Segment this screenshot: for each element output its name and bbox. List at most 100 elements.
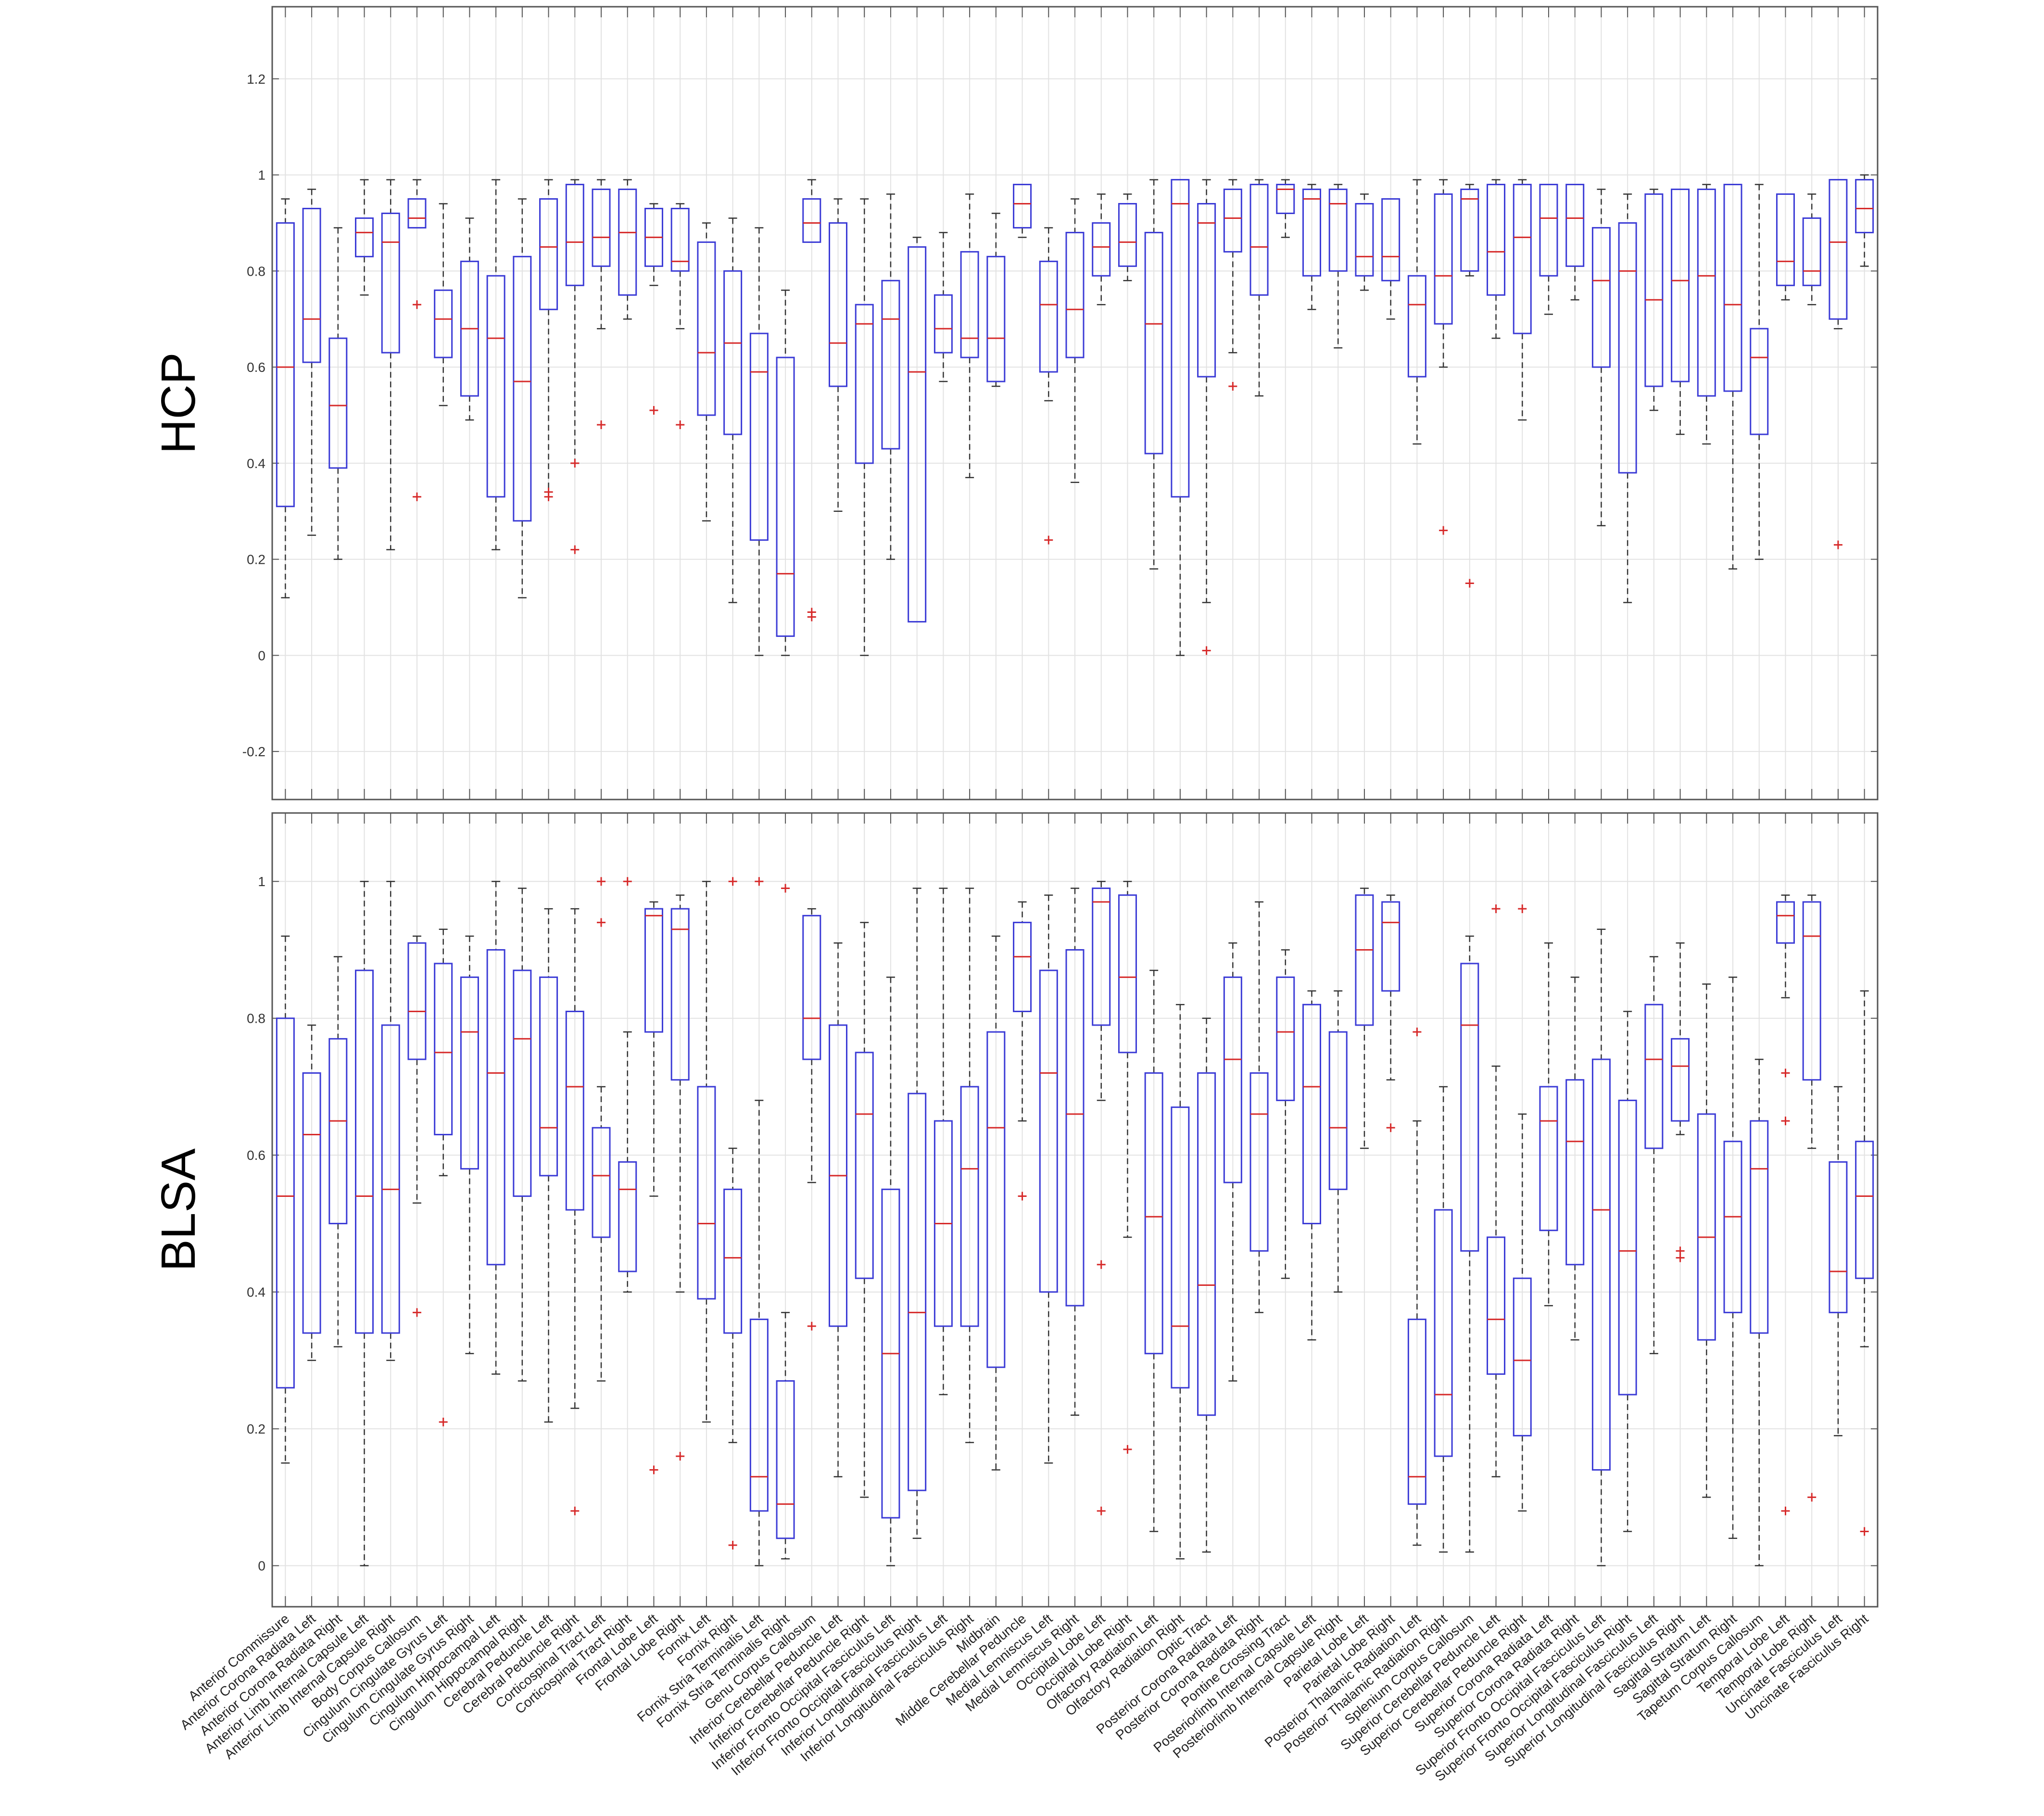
hcp-iqr-box <box>1065 231 1085 358</box>
blsa-iqr-box <box>407 942 427 1060</box>
hcp-iqr-box <box>1118 203 1137 267</box>
blsa-box-55 <box>1697 983 1716 1498</box>
blsa-iqr-box <box>1802 901 1821 1081</box>
blsa-box-35 <box>1171 1004 1190 1560</box>
hcp-box-39 <box>1276 179 1295 238</box>
blsa-iqr-box <box>1750 1120 1769 1334</box>
hcp-box-17 <box>697 222 716 521</box>
blsa-iqr-box <box>749 1319 769 1512</box>
hcp-iqr-box <box>1013 184 1032 229</box>
hcp-iqr-box <box>776 356 795 637</box>
hcp-outlier-marker <box>676 420 685 429</box>
hcp-box-30 <box>1039 227 1058 545</box>
blsa-box-24 <box>881 977 900 1566</box>
blsa-box-38 <box>1249 901 1269 1313</box>
blsa-box-58 <box>1776 894 1795 1515</box>
hcp-box-51 <box>1591 189 1611 526</box>
hcp-y-tick-label: 0.8 <box>247 264 265 279</box>
blsa-iqr-box <box>1539 1086 1558 1232</box>
blsa-outlier-marker <box>781 884 790 893</box>
blsa-iqr-box <box>1144 1072 1163 1355</box>
hcp-box-46 <box>1460 184 1479 588</box>
hcp-iqr-box <box>1381 198 1401 281</box>
blsa-outlier-marker <box>1097 1506 1106 1515</box>
blsa-outlier-marker <box>649 1465 658 1474</box>
blsa-outlier-marker <box>728 877 737 886</box>
blsa-iqr-box <box>1171 1106 1190 1389</box>
hcp-box-10 <box>513 198 532 598</box>
hcp-box-56 <box>1723 184 1742 570</box>
blsa-box-47 <box>1487 904 1506 1477</box>
hcp-iqr-box <box>592 189 611 267</box>
hcp-iqr-box <box>1144 231 1163 455</box>
blsa-iqr-box <box>1039 969 1058 1293</box>
hcp-iqr-box <box>1644 193 1664 387</box>
hcp-box-36 <box>1197 179 1216 655</box>
hcp-box-20 <box>776 290 795 656</box>
hcp-box-42 <box>1355 193 1374 291</box>
hcp-box-11 <box>539 179 558 501</box>
hcp-iqr-box <box>1618 222 1637 474</box>
blsa-iqr-box <box>986 1031 1006 1368</box>
hcp-iqr-box <box>1092 222 1111 277</box>
hcp-box-55 <box>1697 184 1716 445</box>
hcp-box-31 <box>1065 198 1085 483</box>
blsa-outlier-marker <box>1676 1253 1685 1262</box>
hcp-box-23 <box>855 198 874 656</box>
blsa-box-13 <box>592 877 611 1382</box>
hcp-box-27 <box>960 193 979 479</box>
blsa-box-1 <box>276 935 295 1464</box>
hcp-y-tick-label: 1.2 <box>247 72 265 87</box>
blsa-box-49 <box>1539 942 1558 1307</box>
blsa-iqr-box <box>1829 1161 1848 1313</box>
hcp-iqr-box <box>1223 189 1242 253</box>
hcp-iqr-box <box>381 212 400 354</box>
blsa-iqr-box <box>776 1380 795 1539</box>
blsa-outlier-marker <box>728 1540 737 1549</box>
blsa-box-30 <box>1039 894 1058 1464</box>
blsa-box-61 <box>1855 990 1874 1536</box>
hcp-box-48 <box>1513 179 1532 421</box>
hcp-iqr-box <box>539 198 558 310</box>
blsa-iqr-box <box>670 908 690 1081</box>
hcp-box-41 <box>1328 184 1348 349</box>
blsa-box-39 <box>1276 949 1295 1279</box>
blsa-outlier-marker <box>439 1417 448 1426</box>
hcp-box-59 <box>1802 193 1821 305</box>
hcp-iqr-box <box>1249 184 1269 296</box>
hcp-box-21 <box>802 179 821 622</box>
hcp-iqr-box <box>802 198 821 243</box>
blsa-iqr-box <box>618 1161 637 1272</box>
blsa-outlier-marker <box>623 877 632 886</box>
hcp-y-tick-label: -0.2 <box>242 744 265 759</box>
hcp-y-axis: -0.2 0 0.2 0.4 0.6 0.8 1 1.2 <box>242 7 1878 800</box>
blsa-iqr-box <box>1618 1099 1637 1396</box>
blsa-box-10 <box>513 888 532 1382</box>
hcp-box-5 <box>381 179 400 550</box>
blsa-iqr-box <box>1697 1113 1716 1341</box>
hcp-iqr-box <box>855 304 874 464</box>
hcp-y-tick-label: 0.6 <box>247 360 265 375</box>
blsa-iqr-box <box>1407 1319 1426 1505</box>
hcp-outlier-marker <box>1833 540 1842 549</box>
hcp-iqr-box <box>723 270 743 435</box>
hcp-box-18 <box>723 217 743 603</box>
hcp-iqr-box <box>407 198 427 229</box>
blsa-box-44 <box>1407 1028 1426 1546</box>
hcp-box-43 <box>1381 198 1401 320</box>
hcp-box-13 <box>592 179 611 429</box>
blsa-y-tick-label: 1 <box>258 874 265 889</box>
blsa-iqr-box <box>486 949 505 1266</box>
blsa-outlier-marker <box>1386 1123 1395 1132</box>
hcp-outlier-marker <box>412 492 421 501</box>
blsa-iqr-box <box>1644 1003 1664 1149</box>
blsa-iqr-box <box>276 1017 295 1389</box>
hcp-outlier-marker <box>544 492 553 501</box>
hcp-iqr-box <box>960 251 979 358</box>
blsa-box-7 <box>434 928 453 1426</box>
blsa-iqr-box <box>1723 1141 1742 1313</box>
blsa-iqr-box <box>1591 1058 1611 1471</box>
hcp-box-4 <box>355 179 374 296</box>
hcp-outlier-marker <box>412 300 421 309</box>
